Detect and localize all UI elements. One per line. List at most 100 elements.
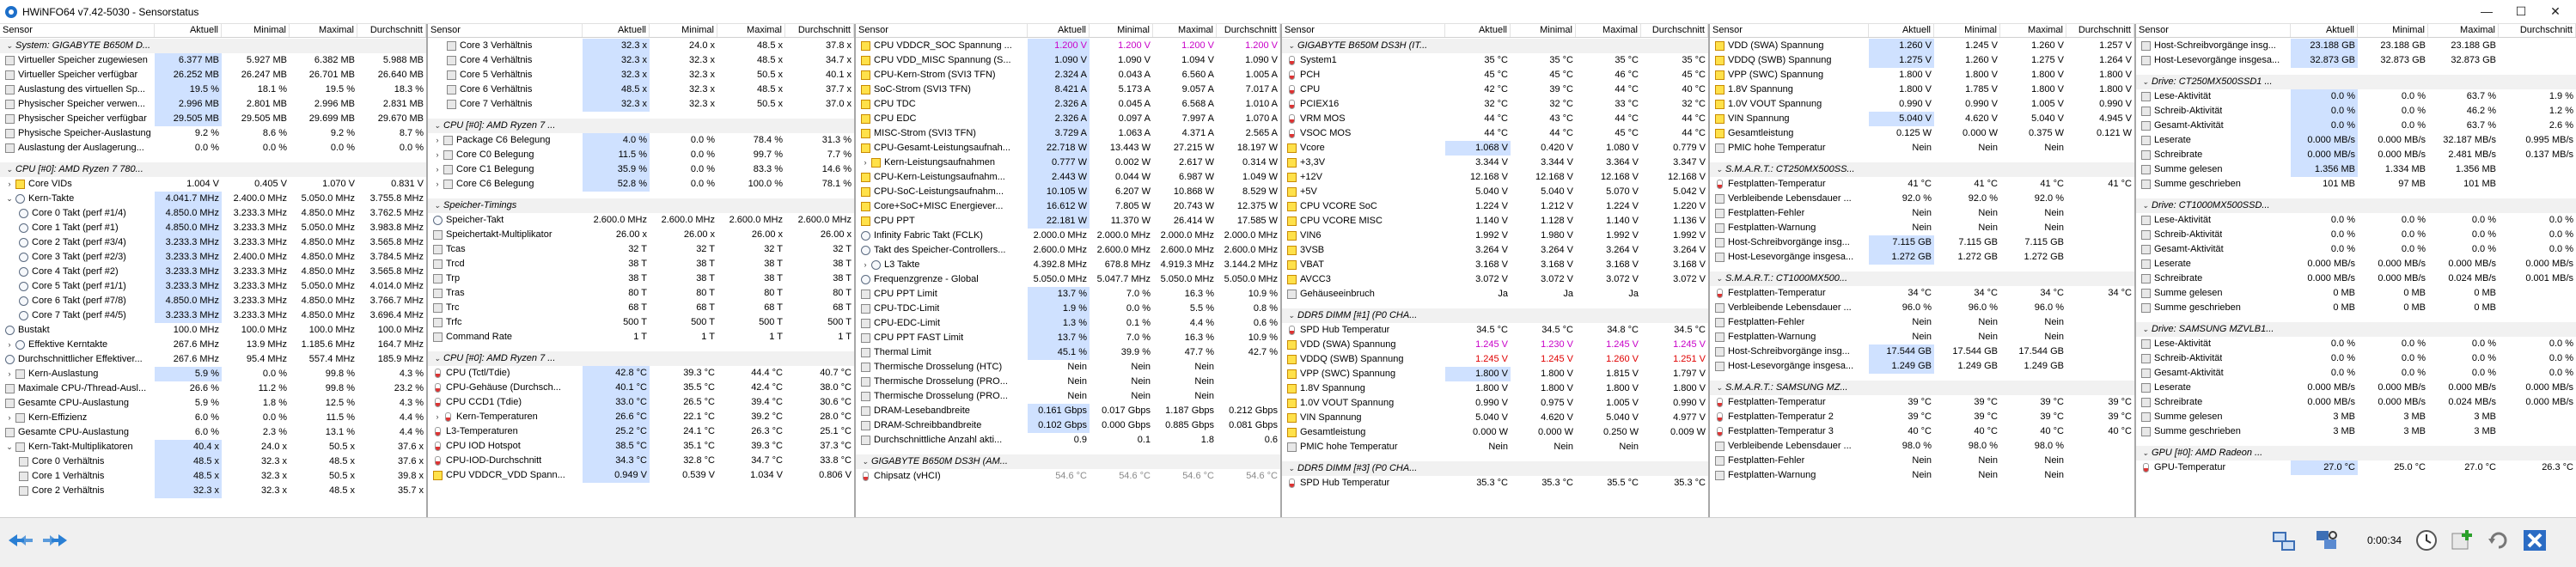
sensor-row[interactable]: Lese-Aktivität 0.0 % 0.0 % 63.7 % 1.9 % bbox=[2136, 89, 2576, 104]
sensor-row[interactable]: ⌄ Kern-Takte 4.041.7 MHz 2.400.0 MHz 5.050.0… bbox=[0, 192, 426, 206]
collapse-chevron-icon[interactable]: ⌄ bbox=[2142, 201, 2149, 210]
sensor-row[interactable]: Thermische Drosselung (PRO... Nein Nein Nei… bbox=[856, 375, 1280, 389]
sensor-row[interactable]: Core 7 Takt (perf #4/5) 3.233.3 MHz 3.233.… bbox=[0, 308, 426, 323]
sensor-row[interactable]: Verbleibende Lebensdauer ... 96.0 % 96.0 %… bbox=[1710, 301, 2134, 315]
sensor-row[interactable]: CPU IOD Hotspot 38.5 °C 35.1 °C 39.3 °C 37.3… bbox=[428, 439, 854, 454]
sensor-row[interactable]: Summe gelesen 1.356 MB 1.334 MB 1.356 MB bbox=[2136, 162, 2576, 177]
sensor-row[interactable]: CPU TDC 2.326 A 0.045 A 6.568 A 1.010 A bbox=[856, 97, 1280, 112]
sensor-row[interactable]: Leserate 0.000 MB/s 0.000 MB/s 32.187 MB/s 0… bbox=[2136, 133, 2576, 148]
sensor-row[interactable]: Core 0 Takt (perf #1/4) 4.850.0 MHz 3.233.… bbox=[0, 206, 426, 221]
sensor-row[interactable]: CPU VDDCR_VDD Spann... 0.949 V 0.539 V 1.03… bbox=[428, 468, 854, 483]
sensor-row[interactable]: Host-Lesevorgänge insgesa... 1.272 GB 1.27… bbox=[1710, 250, 2134, 265]
sensor-row[interactable]: Gehäuseeinbruch Ja Ja Ja bbox=[1282, 287, 1708, 302]
sensor-row[interactable]: Lese-Aktivität 0.0 % 0.0 % 0.0 % 0.0 % bbox=[2136, 337, 2576, 351]
double-arrow-left-icon[interactable] bbox=[5, 527, 36, 554]
column-header-1[interactable]: Aktuell bbox=[1028, 24, 1090, 37]
sensor-row[interactable]: Gesamt-Aktivität 0.0 % 0.0 % 0.0 % 0.0 % bbox=[2136, 366, 2576, 381]
sensor-row[interactable]: VBAT 3.168 V 3.168 V 3.168 V 3.168 V bbox=[1282, 258, 1708, 272]
sensor-row[interactable]: Thermal Limit 45.1 % 39.9 % 47.7 % 42.7 % bbox=[856, 345, 1280, 360]
column-header-0[interactable]: Sensor bbox=[0, 24, 155, 37]
sensor-row[interactable]: Maximale CPU-/Thread-Ausl... 26.6 % 11.2 %… bbox=[0, 381, 426, 396]
sensor-row[interactable]: CPU-EDC-Limit 1.3 % 0.1 % 4.4 % 0.6 % bbox=[856, 316, 1280, 331]
sensor-row[interactable]: VPP (SWC) Spannung 1.800 V 1.800 V 1.815 V 1… bbox=[1282, 367, 1708, 381]
column-header-0[interactable]: Sensor bbox=[1710, 24, 1869, 37]
sensor-group-header[interactable]: ⌄ System: GIGABYTE B650M D... bbox=[0, 39, 426, 53]
close-sensors-icon[interactable] bbox=[2519, 527, 2550, 554]
sensor-row[interactable]: Festplatten-Fehler Nein Nein Nein bbox=[1710, 454, 2134, 468]
collapse-chevron-icon[interactable]: ⌄ bbox=[1716, 165, 1723, 174]
column-header-3[interactable]: Maximal bbox=[717, 24, 785, 37]
sensor-row[interactable]: Core 0 Verhältnis 48.5 x 32.3 x 48.5 x 37.6 … bbox=[0, 454, 426, 469]
sensor-row[interactable]: › Core C1 Belegung 35.9 % 0.0 % 83.3 % 14.6 % bbox=[428, 162, 854, 177]
sensor-row[interactable]: VSOC MOS 44 °C 44 °C 45 °C 44 °C bbox=[1282, 126, 1708, 141]
sensor-row[interactable]: VDD (SWA) Spannung 1.245 V 1.230 V 1.245 V 1… bbox=[1282, 338, 1708, 352]
sensor-row[interactable]: Festplatten-Warnung Nein Nein Nein bbox=[1710, 330, 2134, 344]
collapse-chevron-icon[interactable]: ⌄ bbox=[6, 194, 13, 203]
sensor-row[interactable]: DRAM-Lesebandbreite 0.161 Gbps 0.017 Gbps 1… bbox=[856, 404, 1280, 418]
sensor-row[interactable]: Core+SoC+MISC Energiever... 16.612 W 7.805… bbox=[856, 199, 1280, 214]
sensor-row[interactable]: PCIEX16 32 °C 32 °C 33 °C 32 °C bbox=[1282, 97, 1708, 112]
sensor-row[interactable]: CPU VCORE SoC 1.224 V 1.212 V 1.224 V 1.220 … bbox=[1282, 199, 1708, 214]
sensor-row[interactable]: Host-Lesevorgänge insgesa... 32.873 GB 32.… bbox=[2136, 53, 2576, 68]
collapse-chevron-icon[interactable]: ⌄ bbox=[6, 442, 13, 451]
sensor-row[interactable]: CPU-Gesamt-Leistungsaufnah... 22.718 W 13.… bbox=[856, 141, 1280, 155]
sensor-row[interactable]: L3-Temperaturen 25.2 °C 24.1 °C 26.3 °C 25.1… bbox=[428, 424, 854, 439]
double-arrow-right-icon[interactable] bbox=[40, 527, 70, 554]
sensor-row[interactable]: 1.0V VOUT Spannung 0.990 V 0.990 V 1.005 V 0… bbox=[1710, 97, 2134, 112]
sensor-row[interactable]: AVCC3 3.072 V 3.072 V 3.072 V 3.072 V bbox=[1282, 272, 1708, 287]
column-header-1[interactable]: Aktuell bbox=[155, 24, 222, 37]
sensor-row[interactable]: System1 35 °C 35 °C 35 °C 35 °C bbox=[1282, 53, 1708, 68]
column-header-4[interactable]: Durchschnitt bbox=[1217, 24, 1280, 37]
sensor-row[interactable]: CPU-Kern-Leistungsaufnahm... 2.443 W 0.044… bbox=[856, 170, 1280, 185]
sensor-row[interactable]: Gesamte CPU-Auslastung 5.9 % 1.8 % 12.5 % 4.… bbox=[0, 396, 426, 411]
sensor-row[interactable]: 1.0V VOUT Spannung 0.990 V 0.975 V 1.005 V 0… bbox=[1282, 396, 1708, 411]
sensor-row[interactable]: Gesamte CPU-Auslastung 6.0 % 2.3 % 13.1 % 4.… bbox=[0, 425, 426, 440]
sensor-row[interactable]: CPU VDD_MISC Spannung (S... 1.090 V 1.090 … bbox=[856, 53, 1280, 68]
collapse-chevron-icon[interactable]: ⌄ bbox=[1288, 311, 1295, 320]
column-header-1[interactable]: Aktuell bbox=[2291, 24, 2358, 37]
collapse-chevron-icon[interactable]: ⌄ bbox=[1716, 274, 1723, 283]
expand-chevron-icon[interactable]: › bbox=[436, 165, 439, 174]
sensor-row[interactable]: Core 6 Takt (perf #7/8) 4.850.0 MHz 3.233.… bbox=[0, 294, 426, 308]
sensor-row[interactable]: CPU EDC 2.326 A 0.097 A 7.997 A 1.070 A bbox=[856, 112, 1280, 126]
sensor-group-header[interactable]: ⌄ GIGABYTE B650M DS3H (IT... bbox=[1282, 39, 1708, 53]
expand-chevron-icon[interactable]: › bbox=[8, 180, 11, 188]
sensor-row[interactable]: Physischer Speicher verfügbar 29.505 MB 29… bbox=[0, 112, 426, 126]
column-header-2[interactable]: Minimal bbox=[650, 24, 717, 37]
sensor-row[interactable]: Summe geschrieben 101 MB 97 MB 101 MB bbox=[2136, 177, 2576, 192]
sensor-row[interactable]: Thermische Drosselung (PRO... Nein Nein Nei… bbox=[856, 389, 1280, 404]
column-header-4[interactable]: Durchschnitt bbox=[357, 24, 426, 37]
sensor-row[interactable]: CPU-SoC-Leistungsaufnahm... 10.105 W 6.207… bbox=[856, 185, 1280, 199]
sensor-row[interactable]: VIN Spannung 5.040 V 4.620 V 5.040 V 4.945 V bbox=[1710, 112, 2134, 126]
sensor-row[interactable]: Verbleibende Lebensdauer ... 98.0 % 98.0 %… bbox=[1710, 439, 2134, 454]
collapse-chevron-icon[interactable]: ⌄ bbox=[434, 121, 441, 130]
sensor-row[interactable]: Auslastung der Auslagerung... 0.0 % 0.0 % 0… bbox=[0, 141, 426, 155]
sensor-row[interactable]: Host-Lesevorgänge insgesa... 1.249 GB 1.24… bbox=[1710, 359, 2134, 374]
sensor-row[interactable]: Auslastung des virtuellen Sp... 19.5 % 18.… bbox=[0, 82, 426, 97]
network-report-icon[interactable] bbox=[2268, 527, 2299, 554]
sensor-row[interactable]: MISC-Strom (SVI3 TFN) 3.729 A 1.063 A 4.371… bbox=[856, 126, 1280, 141]
sensor-row[interactable]: VDDQ (SWB) Spannung 1.275 V 1.260 V 1.275 V… bbox=[1710, 53, 2134, 68]
sensor-row[interactable]: Schreib-Aktivität 0.0 % 0.0 % 0.0 % 0.0 % bbox=[2136, 228, 2576, 242]
expand-chevron-icon[interactable]: › bbox=[8, 413, 11, 422]
sensor-row[interactable]: PMIC hohe Temperatur Nein Nein Nein bbox=[1710, 141, 2134, 155]
sensor-row[interactable]: Gesamt-Aktivität 0.0 % 0.0 % 0.0 % 0.0 % bbox=[2136, 242, 2576, 257]
expand-chevron-icon[interactable]: › bbox=[8, 340, 11, 349]
collapse-chevron-icon[interactable]: ⌄ bbox=[862, 457, 869, 466]
sensor-row[interactable]: › Effektive Kerntakte 267.6 MHz 13.9 MHz 1.1… bbox=[0, 338, 426, 352]
sensor-row[interactable]: Festplatten-Temperatur 41 °C 41 °C 41 °C 41 … bbox=[1710, 177, 2134, 192]
sensor-row[interactable]: › Core C0 Belegung 11.5 % 0.0 % 99.7 % 7.7 % bbox=[428, 148, 854, 162]
sensor-row[interactable]: Festplatten-Fehler Nein Nein Nein bbox=[1710, 315, 2134, 330]
sensor-row[interactable]: CPU PPT FAST Limit 13.7 % 7.0 % 16.3 % 10.9 … bbox=[856, 331, 1280, 345]
column-header-3[interactable]: Maximal bbox=[2428, 24, 2499, 37]
sensor-row[interactable]: ⌄ Kern-Takt-Multiplikatoren 40.4 x 24.0 x 50… bbox=[0, 440, 426, 454]
sensor-row[interactable]: Virtueller Speicher verfügbar 26.252 MB 26… bbox=[0, 68, 426, 82]
sensor-row[interactable]: CPU-Gehäuse (Durchsch... 40.1 °C 35.5 °C 42… bbox=[428, 381, 854, 395]
sensor-group-header[interactable]: ⌄ Drive: SAMSUNG MZVLB1... bbox=[2136, 322, 2576, 337]
column-header-2[interactable]: Minimal bbox=[1511, 24, 1576, 37]
sensor-row[interactable]: SPD Hub Temperatur 35.3 °C 35.3 °C 35.5 °C 3… bbox=[1282, 476, 1708, 491]
sensor-row[interactable]: CPU 42 °C 39 °C 44 °C 40 °C bbox=[1282, 82, 1708, 97]
sensor-row[interactable]: Speicher-Takt 2.600.0 MHz 2.600.0 MHz 2.600… bbox=[428, 213, 854, 228]
expand-chevron-icon[interactable]: › bbox=[864, 158, 867, 167]
sensor-row[interactable]: Trcd 38 T 38 T 38 T 38 T bbox=[428, 257, 854, 271]
